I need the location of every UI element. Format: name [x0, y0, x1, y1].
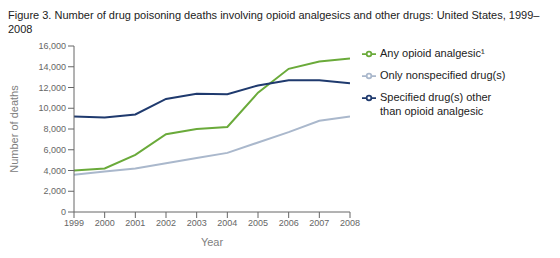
svg-text:2,000: 2,000	[43, 186, 66, 196]
svg-text:12,000: 12,000	[38, 83, 66, 93]
html-text:Only nonspecified drug(s): Only nonspecified drug(s)	[380, 69, 506, 81]
svg-text:Year: Year	[201, 236, 224, 248]
html-text:Any opioid analgesic¹: Any opioid analgesic¹	[380, 47, 485, 59]
svg-text:2002: 2002	[156, 218, 176, 228]
svg-text:10,000: 10,000	[38, 103, 66, 113]
svg-text:8,000: 8,000	[43, 124, 66, 134]
svg-text:2008: 2008	[340, 218, 360, 228]
svg-text:2005: 2005	[248, 218, 268, 228]
svg-text:2004: 2004	[217, 218, 237, 228]
svg-text:6,000: 6,000	[43, 145, 66, 155]
svg-text:2006: 2006	[279, 218, 299, 228]
svg-text:2000: 2000	[95, 218, 115, 228]
html-text:Figure 3. Number of drug poiso: Figure 3. Number of drug poisoning death…	[8, 9, 540, 35]
svg-text:16,000: 16,000	[38, 41, 66, 51]
svg-text:4,000: 4,000	[43, 166, 66, 176]
svg-text:0: 0	[61, 207, 66, 217]
svg-text:14,000: 14,000	[38, 62, 66, 72]
html-text:Specified drug(s) other than o: Specified drug(s) other than opioid anal…	[380, 91, 492, 117]
svg-text:1999: 1999	[64, 218, 84, 228]
svg-text:2003: 2003	[187, 218, 207, 228]
svg-text:Number of deaths: Number of deaths	[8, 85, 20, 173]
svg-text:2007: 2007	[309, 218, 329, 228]
svg-text:2001: 2001	[125, 218, 145, 228]
